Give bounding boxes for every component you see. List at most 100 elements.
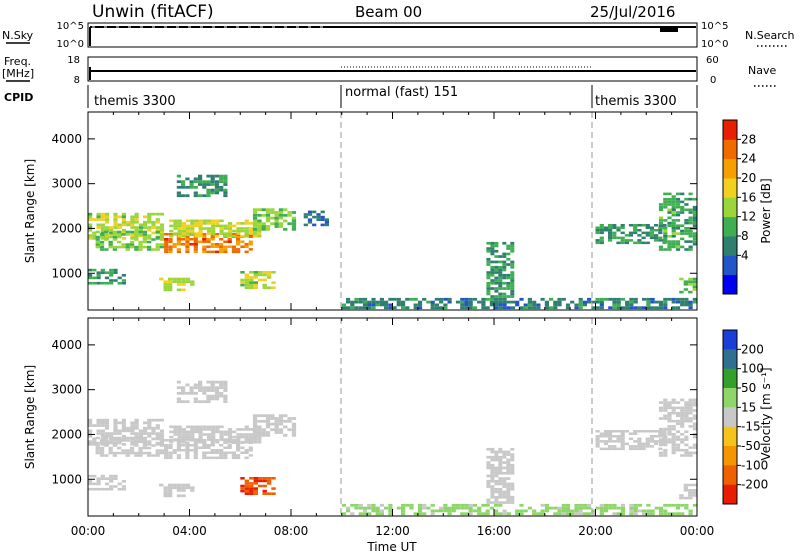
pow-cell [210,174,215,178]
pow-cell [413,306,418,310]
vel-cell [637,509,642,513]
pow-cell [88,237,93,240]
vel-cell [291,428,297,432]
pow-cell [654,300,659,304]
vel-cell [96,421,101,425]
vel-cell [186,430,191,434]
vel-cell [240,435,245,439]
pow-cell [248,235,253,238]
vel-cell [692,425,697,428]
pow-cell [549,297,554,301]
pow-cell [688,280,693,283]
vel-cell [663,509,668,513]
pow-cell [274,213,279,217]
pow-cell [96,274,101,277]
vel-cell [113,421,118,425]
pow-cell [671,195,676,198]
pow-cell [181,288,186,292]
pow-cell [100,215,105,219]
vel-cell [265,422,271,426]
vel-cell [168,456,173,460]
pow-cell [367,306,372,310]
pow-cell [266,273,272,277]
pow-cell [236,240,241,243]
pow-cell [244,283,250,287]
pow-cell [544,303,549,307]
velocity-colorbar-swatch [723,407,737,428]
pow-cell [346,300,351,304]
pow-cell [198,222,203,225]
pow-cell [253,286,258,289]
pow-cell [130,215,135,219]
pow-cell [169,219,174,223]
pow-cell [95,245,100,249]
pow-cell [173,232,178,235]
vel-cell [595,440,600,443]
pow-cell [658,221,664,225]
nsky-panel: N.Sky 10^5 10^0 10^5 10^0 N.Search [2,21,795,50]
vel-cell [88,487,93,491]
pow-cell [650,300,655,304]
pow-cell [291,227,297,231]
pow-cell [502,300,507,304]
pow-cell [147,237,152,240]
vel-cell [190,433,195,436]
pow-cell [261,225,266,228]
vel-cell [688,401,693,404]
vel-cell [485,512,490,516]
pow-cell [498,295,503,298]
vel-cell [169,430,174,434]
pow-cell [510,281,515,285]
vel-cell [417,503,423,507]
vel-cell [620,447,625,451]
pow-cell [92,276,97,280]
pow-cell [371,306,376,310]
pow-cell [244,286,250,289]
pow-cell [249,276,254,279]
pow-cell [510,276,515,280]
vel-cell [206,425,212,429]
pow-cell [663,300,668,304]
vel-cell [490,490,495,494]
pow-cell [236,248,241,251]
pow-cell [121,243,126,246]
vel-cell [667,512,672,516]
pow-cell [498,268,503,272]
vel-cell [210,383,215,387]
vel-cell [219,433,224,436]
vel-cell [266,479,272,483]
pow-cell [181,185,186,189]
pow-cell [671,224,676,227]
vel-cell [667,411,672,415]
vel-cell [367,503,372,507]
pow-cell [684,197,689,201]
vel-cell [121,480,126,483]
vel-cell [486,447,491,451]
pow-cell [198,224,203,228]
pow-cell [667,235,672,238]
vel-cell [540,509,545,513]
pow-cell [616,297,621,301]
vel-cell [565,503,571,507]
vel-cell [167,494,173,498]
vel-cell [244,440,249,444]
pow-cell [227,240,232,243]
vel-cell [620,512,626,516]
pow-cell [646,297,651,301]
vel-cell [177,440,182,444]
vel-cell [168,446,173,449]
vel-cell [206,444,211,447]
velocity-colorbar-label: -100 [741,458,768,472]
pow-cell [645,234,650,237]
pow-cell [291,225,297,228]
pow-cell [206,219,212,223]
pow-cell [654,234,659,237]
pow-cell [443,303,448,307]
vel-cell [214,451,220,454]
vel-cell [650,512,655,516]
vel-cell [206,428,212,431]
pow-cell [155,235,160,239]
vel-cell [494,469,499,472]
pow-cell [155,228,160,232]
